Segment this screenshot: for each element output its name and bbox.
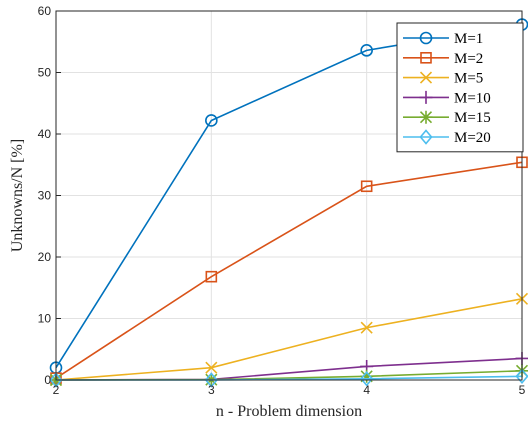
series-line (55, 298, 523, 381)
data-point (205, 270, 218, 283)
legend-item: M=15 (403, 110, 491, 126)
legend-item: M=10 (403, 90, 491, 106)
y-tick-label: 50 (38, 66, 52, 80)
data-point (360, 369, 374, 383)
legend-label: M=10 (454, 90, 491, 106)
legend-box (396, 22, 524, 153)
y-tick-label: 0 (44, 373, 51, 387)
legend-label: M=1 (454, 31, 483, 47)
series-m-5 (49, 292, 528, 387)
y-tick-label: 20 (38, 250, 52, 264)
data-point (49, 372, 63, 388)
series-line (55, 161, 523, 379)
y-tick-label: 60 (38, 4, 52, 18)
data-point (204, 372, 218, 388)
legend-item: M=20 (403, 129, 491, 146)
plot-frame (55, 10, 523, 381)
data-point (419, 129, 433, 145)
data-point (360, 180, 373, 193)
data-point (420, 51, 432, 64)
legend-label: M=20 (454, 130, 491, 146)
legend-item: M=1 (403, 31, 483, 47)
y-axis-title: Unknowns/N [%] (9, 139, 26, 252)
y-tick-label: 10 (38, 312, 52, 326)
legend: M=1 M=2 M=5 M=10 M=15 M=20 (396, 22, 524, 153)
y-tick-label: 40 (38, 127, 52, 141)
legend-label: M=2 (454, 51, 483, 67)
tick-labels: 0 10 20 30 40 50 60 2 3 4 5 (38, 4, 526, 397)
y-tick-label: 30 (38, 189, 52, 203)
x-axis-title: n - Problem dimension (216, 403, 362, 420)
x-tick-label: 3 (208, 383, 215, 397)
x-tick-label: 5 (519, 383, 526, 397)
legend-label: M=15 (454, 110, 491, 126)
data-point (419, 31, 433, 45)
data-point (360, 371, 374, 387)
legend-label: M=5 (454, 71, 483, 87)
series-m-10 (49, 351, 528, 387)
data-point (360, 321, 373, 334)
data-point (419, 110, 433, 124)
data-point (419, 71, 433, 84)
data-point (360, 44, 373, 57)
legend-item: M=2 (403, 51, 483, 67)
data-point (205, 114, 218, 127)
legend-item: M=5 (403, 71, 483, 87)
data-point (419, 90, 433, 104)
data-point (205, 361, 218, 374)
data-point (515, 368, 528, 385)
x-tick-label: 2 (53, 383, 60, 397)
series-m-2 (50, 156, 528, 384)
x-tick-label: 4 (363, 383, 370, 397)
